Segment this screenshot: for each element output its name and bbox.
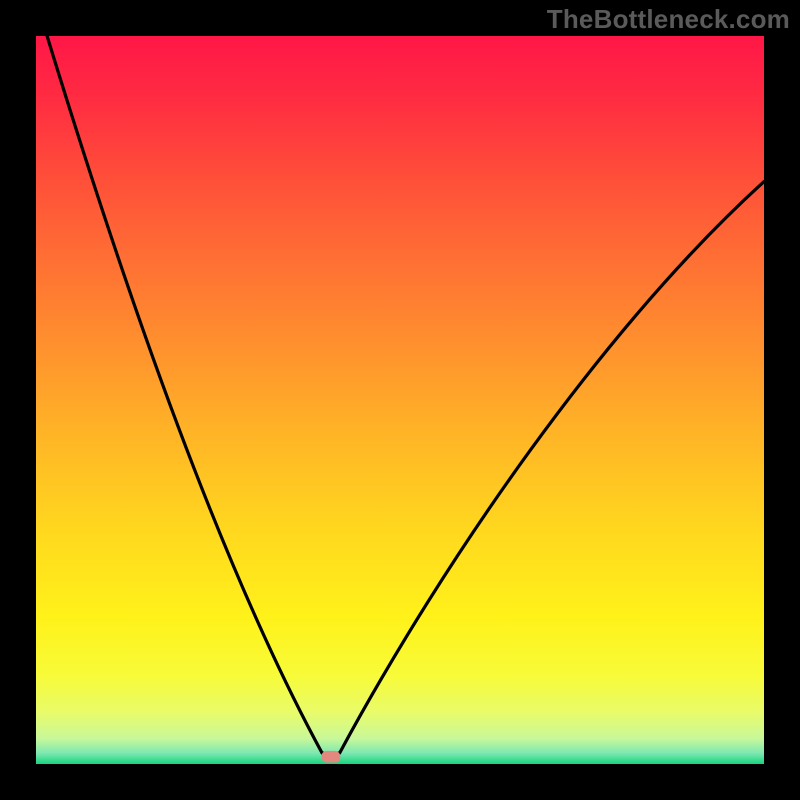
- watermark-text: TheBottleneck.com: [547, 4, 790, 35]
- bottleneck-chart: [0, 0, 800, 800]
- optimal-marker: [321, 751, 340, 763]
- plot-background: [36, 36, 764, 764]
- chart-frame: TheBottleneck.com: [0, 0, 800, 800]
